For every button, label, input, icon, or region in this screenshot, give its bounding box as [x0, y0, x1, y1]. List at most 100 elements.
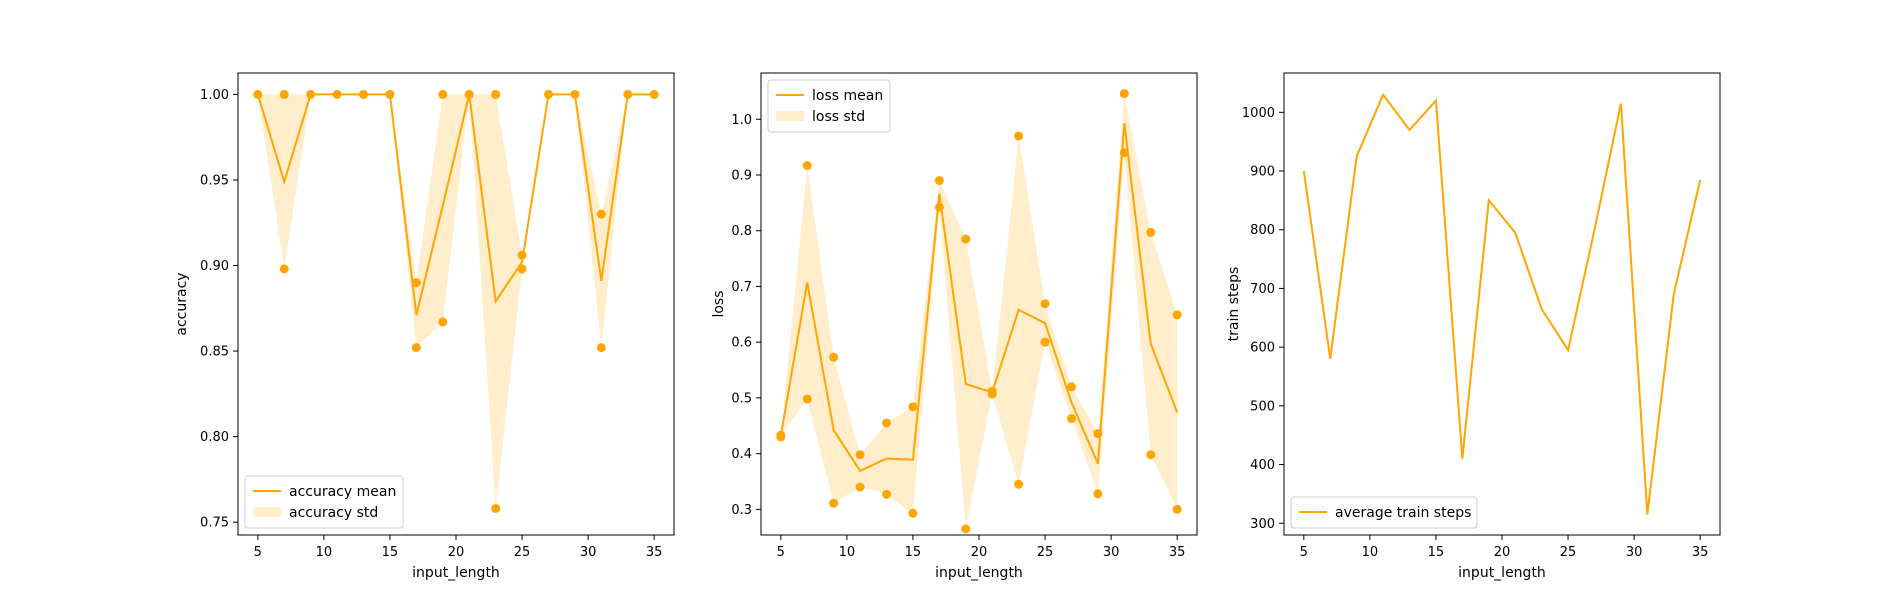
data-point [1172, 310, 1182, 320]
data-point [596, 209, 606, 219]
data-point [855, 482, 865, 492]
data-point [934, 202, 944, 212]
data-point [1040, 299, 1050, 309]
y-tick-label: 1.00 [200, 88, 229, 103]
x-axis-label: input_length [1458, 565, 1546, 581]
legend-band-swatch [253, 507, 281, 517]
data-point [829, 352, 839, 362]
data-point [961, 524, 971, 534]
data-point [438, 89, 448, 99]
legend-label: accuracy mean [289, 484, 396, 500]
data-point [649, 89, 659, 99]
legend-box [767, 79, 891, 133]
legend: loss mean loss std [767, 79, 891, 133]
x-tick-label: 20 [1494, 545, 1511, 560]
x-tick-label: 30 [1103, 545, 1120, 560]
y-tick-label: 0.3 [731, 503, 752, 518]
data-point [1066, 414, 1076, 424]
data-point [802, 394, 812, 404]
x-tick-label: 15 [905, 545, 922, 560]
data-point [359, 89, 369, 99]
legend-box [1290, 496, 1478, 529]
x-tick-label: 35 [1169, 545, 1186, 560]
x-tick-label: 35 [646, 545, 663, 560]
y-tick-label: 1000 [1242, 106, 1275, 121]
y-tick-label: 0.7 [731, 280, 752, 295]
legend-label: average train steps [1335, 505, 1471, 521]
data-point [1146, 227, 1156, 237]
y-axis-label: train steps [1226, 267, 1242, 342]
data-point [882, 418, 892, 428]
data-point [987, 389, 997, 399]
data-point [802, 161, 812, 171]
data-point [776, 432, 786, 442]
legend: average train steps [1290, 496, 1478, 529]
data-point [623, 89, 633, 99]
data-point [1172, 504, 1182, 514]
y-tick-label: 0.6 [731, 336, 752, 351]
data-point [332, 89, 342, 99]
legend-box [244, 475, 404, 529]
data-point [385, 89, 395, 99]
y-tick-label: 500 [1250, 399, 1275, 414]
data-point [908, 508, 918, 518]
legend-label: accuracy std [289, 505, 378, 521]
data-point [491, 89, 501, 99]
data-point [1014, 131, 1024, 141]
y-tick-label: 600 [1250, 341, 1275, 356]
x-tick-label: 20 [971, 545, 988, 560]
data-point [253, 89, 263, 99]
data-point [961, 234, 971, 244]
y-tick-label: 0.75 [200, 516, 229, 531]
loss-subplot: 5 10 15 20 25 30 35 0.3 0.4 0.5 0.6 0.7 0.8 0.9 1.0 inp… [711, 72, 1198, 581]
mean-line [256, 93, 655, 316]
x-tick-label: 10 [839, 545, 856, 560]
data-point [908, 402, 918, 412]
y-tick-label: 0.4 [731, 447, 752, 462]
legend-label: loss mean [812, 88, 883, 104]
data-point [411, 278, 421, 288]
data-point [279, 264, 289, 274]
y-tick-label: 700 [1250, 282, 1275, 297]
data-point [491, 503, 501, 513]
data-point [1119, 148, 1129, 158]
legend: accuracy mean accuracy std [244, 475, 404, 529]
x-tick-label: 20 [448, 545, 465, 560]
y-axis-label: accuracy [174, 272, 190, 335]
data-point [855, 450, 865, 460]
legend-label: loss std [812, 109, 865, 125]
y-axis-label: loss [711, 290, 727, 317]
data-point [1093, 489, 1103, 499]
data-point [1066, 382, 1076, 392]
data-point [306, 89, 316, 99]
y-tick-label: 900 [1250, 165, 1275, 180]
y-tick-label: 0.85 [200, 345, 229, 360]
x-tick-label: 25 [1560, 545, 1577, 560]
data-point [596, 343, 606, 353]
x-tick-label: 5 [777, 545, 785, 560]
y-tick-label: 800 [1250, 223, 1275, 238]
accuracy-subplot: 5 10 15 20 25 30 35 0.75 0.80 0.85 0.90 0.95 1.00 inp… [174, 72, 675, 581]
data-point [1040, 337, 1050, 347]
y-tick-label: 0.90 [200, 259, 229, 274]
data-point [1119, 89, 1129, 99]
data-point [438, 317, 448, 327]
data-point [1014, 479, 1024, 489]
x-tick-label: 15 [1428, 545, 1445, 560]
data-point [829, 498, 839, 508]
data-point [543, 89, 553, 99]
y-tick-label: 1.0 [731, 113, 752, 128]
y-tick-label: 0.80 [200, 430, 229, 445]
train-steps-subplot: 5 10 15 20 25 30 35 300 400 500 600 700 800 900 1000 in… [1226, 72, 1721, 581]
x-tick-label: 10 [316, 545, 333, 560]
data-point [1093, 429, 1103, 439]
x-tick-label: 30 [1626, 545, 1643, 560]
x-axis-label: input_length [412, 565, 500, 581]
y-tick-label: 0.8 [731, 224, 752, 239]
data-point [279, 89, 289, 99]
x-tick-label: 15 [382, 545, 399, 560]
data-point [517, 250, 527, 260]
y-tick-label: 0.95 [200, 173, 229, 188]
x-tick-label: 35 [1692, 545, 1709, 560]
